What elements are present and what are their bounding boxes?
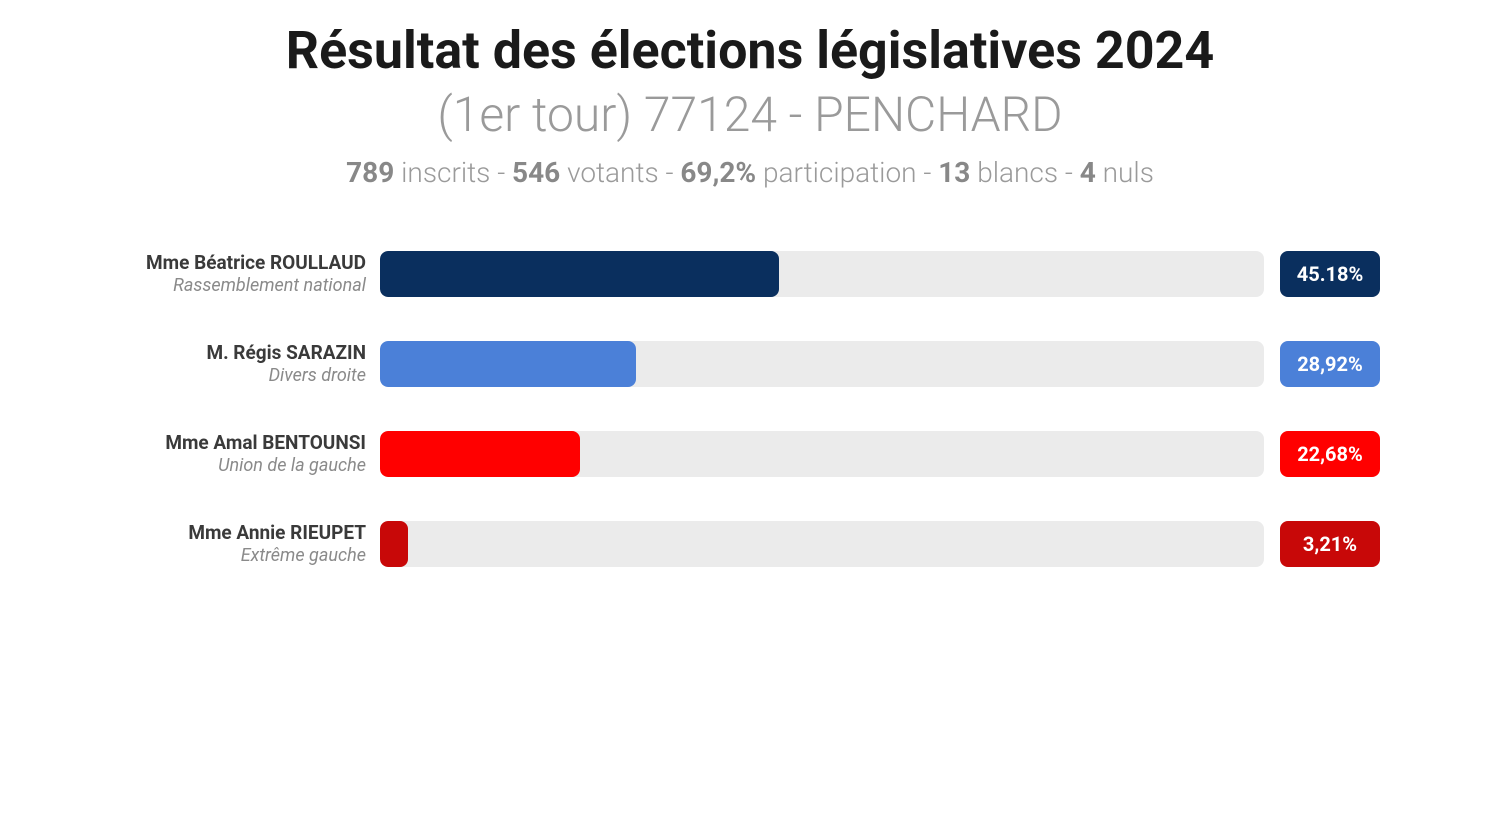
percent-badge: 22,68% bbox=[1280, 431, 1380, 477]
candidate-name: Mme Amal BENTOUNSI bbox=[120, 432, 366, 455]
candidate-name: Mme Annie RIEUPET bbox=[120, 522, 366, 545]
nuls-value: 4 bbox=[1080, 156, 1096, 189]
candidate-row: Mme Béatrice ROULLAUDRassemblement natio… bbox=[120, 249, 1380, 299]
percent-badge-wrap: 45.18% bbox=[1280, 251, 1380, 297]
bar-track bbox=[380, 431, 1264, 477]
page-title: Résultat des élections législatives 2024 bbox=[0, 20, 1500, 82]
candidate-row: Mme Annie RIEUPETExtrême gauche 3,21% bbox=[120, 519, 1380, 569]
candidate-name: M. Régis SARAZIN bbox=[120, 342, 366, 365]
candidate-row: Mme Amal BENTOUNSIUnion de la gauche 22,6… bbox=[120, 429, 1380, 479]
participation-value: 69,2% bbox=[680, 156, 756, 189]
votants-label: votants - bbox=[560, 156, 680, 189]
candidate-row: M. Régis SARAZINDivers droite 28,92% bbox=[120, 339, 1380, 389]
bar-track bbox=[380, 251, 1264, 297]
header: Résultat des élections législatives 2024… bbox=[0, 20, 1500, 189]
candidate-party: Divers droite bbox=[120, 365, 366, 387]
bar-track bbox=[380, 341, 1264, 387]
percent-badge-wrap: 28,92% bbox=[1280, 341, 1380, 387]
percent-badge: 45.18% bbox=[1280, 251, 1380, 297]
candidate-label: M. Régis SARAZINDivers droite bbox=[120, 342, 380, 386]
participation-label: participation - bbox=[756, 156, 938, 189]
candidate-label: Mme Amal BENTOUNSIUnion de la gauche bbox=[120, 432, 380, 476]
bar-fill bbox=[380, 251, 779, 297]
candidate-party: Union de la gauche bbox=[120, 455, 366, 477]
bar-fill bbox=[380, 521, 408, 567]
blancs-value: 13 bbox=[938, 156, 970, 189]
nuls-label: nuls bbox=[1096, 156, 1154, 189]
page-subtitle: (1er tour) 77124 - PENCHARD bbox=[0, 86, 1500, 144]
bar-track bbox=[380, 521, 1264, 567]
stats-line: 789 inscrits - 546 votants - 69,2% parti… bbox=[0, 156, 1500, 189]
candidate-party: Extrême gauche bbox=[120, 545, 366, 567]
percent-badge-wrap: 22,68% bbox=[1280, 431, 1380, 477]
percent-badge: 28,92% bbox=[1280, 341, 1380, 387]
inscrits-label: inscrits - bbox=[394, 156, 512, 189]
blancs-label: blancs - bbox=[970, 156, 1079, 189]
candidate-label: Mme Annie RIEUPETExtrême gauche bbox=[120, 522, 380, 566]
results-chart: Mme Béatrice ROULLAUDRassemblement natio… bbox=[0, 249, 1500, 569]
bar-fill bbox=[380, 431, 580, 477]
percent-badge-wrap: 3,21% bbox=[1280, 521, 1380, 567]
candidate-name: Mme Béatrice ROULLAUD bbox=[120, 252, 366, 275]
candidate-label: Mme Béatrice ROULLAUDRassemblement natio… bbox=[120, 252, 380, 296]
bar-fill bbox=[380, 341, 636, 387]
inscrits-value: 789 bbox=[346, 156, 394, 189]
candidate-party: Rassemblement national bbox=[120, 275, 366, 297]
votants-value: 546 bbox=[512, 156, 560, 189]
percent-badge: 3,21% bbox=[1280, 521, 1380, 567]
